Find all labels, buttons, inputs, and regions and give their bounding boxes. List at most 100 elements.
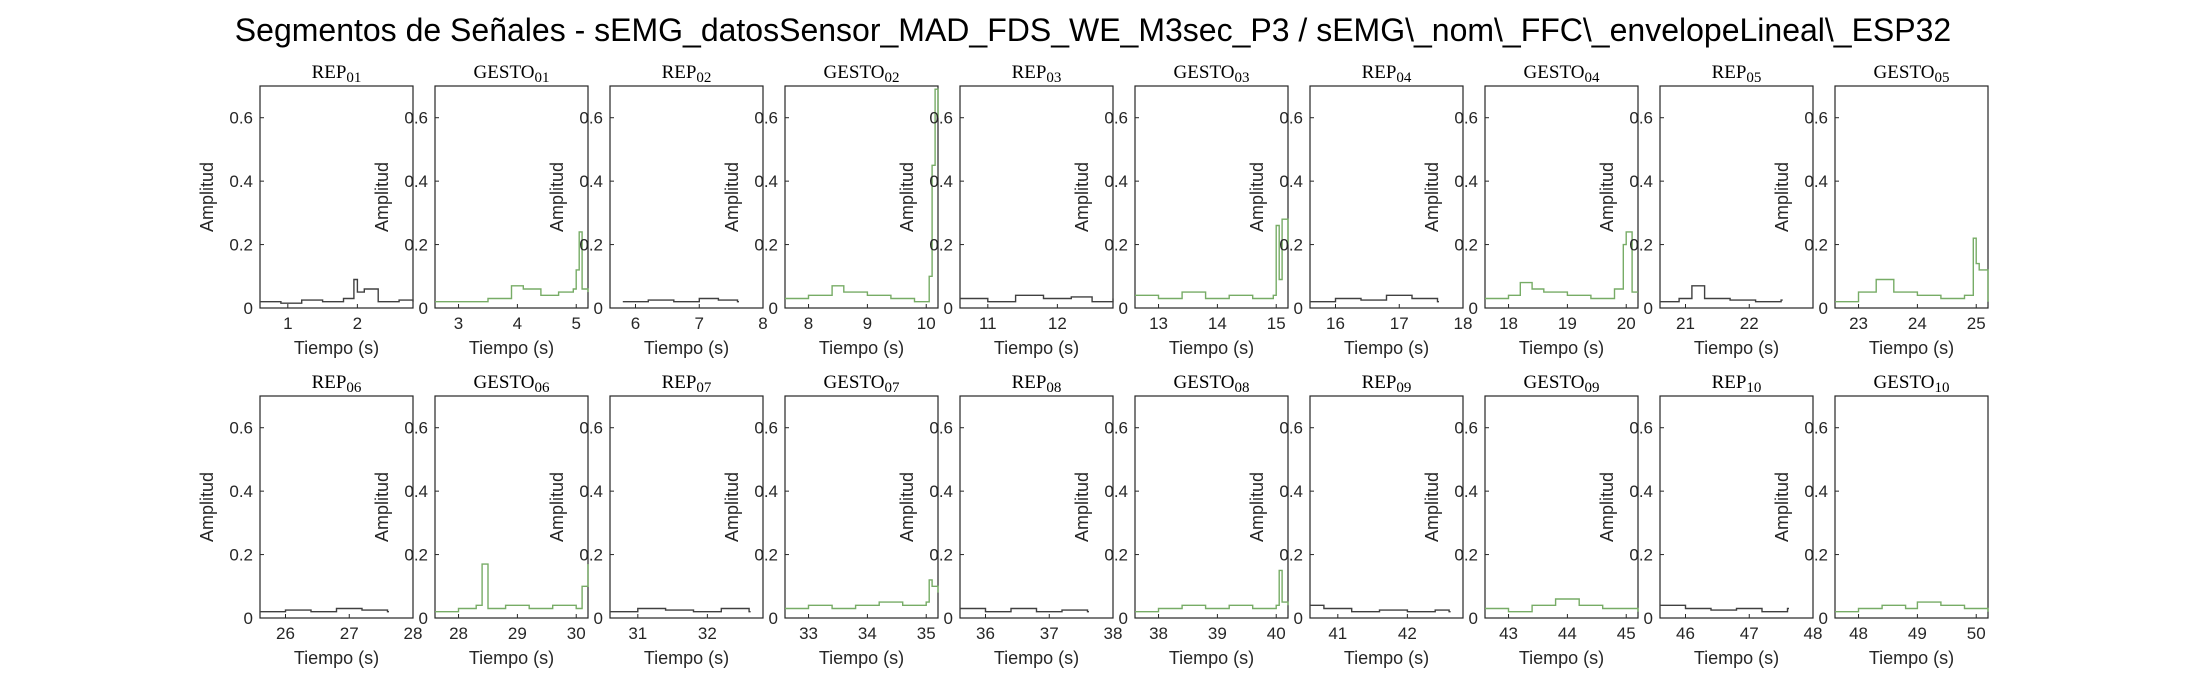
y-axis-label: Amplitud (1072, 162, 1092, 232)
x-axis-label: Tiempo (s) (1694, 648, 1779, 668)
x-tick-label: 42 (1398, 624, 1417, 643)
y-tick-label: 0.4 (1629, 172, 1653, 191)
y-tick-label: 0.6 (1279, 419, 1303, 438)
subplot-rep-01: 0 0.2 0.4 0.6 1 2 REP01 Tiempo (s) Amplitud (197, 62, 414, 358)
x-tick-label: 34 (858, 624, 877, 643)
subplot-title: GESTO01 (474, 62, 550, 86)
y-tick-label: 0.6 (229, 419, 253, 438)
y-axis-label: Amplitud (547, 162, 567, 232)
y-axis-label: Amplitud (1247, 162, 1267, 232)
x-tick-label: 10 (917, 314, 936, 333)
y-axis-label: Amplitud (897, 472, 917, 542)
subplot-gesto-08: 0 0.2 0.4 0.6 38 39 40 GESTO08 Tiempo (s) Amplitu… (1072, 372, 1289, 668)
x-axis-label: Tiempo (s) (994, 338, 1079, 358)
x-axis-label: Tiempo (s) (644, 648, 729, 668)
x-tick-label: 8 (758, 314, 767, 333)
x-tick-label: 28 (449, 624, 468, 643)
x-tick-label: 6 (631, 314, 640, 333)
gesto-signal-line (785, 579, 939, 610)
rep-signal-line (622, 297, 739, 303)
x-tick-label: 44 (1558, 624, 1577, 643)
y-axis-label: Amplitud (1072, 472, 1092, 542)
axes-box (1309, 395, 1464, 619)
y-axis-label: Amplitud (1597, 162, 1617, 232)
x-tick-label: 31 (628, 624, 647, 643)
x-tick-label: 39 (1208, 624, 1227, 643)
x-axis-label: Tiempo (s) (294, 338, 379, 358)
gesto-signal-line (1135, 218, 1289, 300)
x-tick-label: 18 (1454, 314, 1473, 333)
y-tick-label: 0.4 (1279, 482, 1303, 501)
subplot-title: GESTO08 (1174, 372, 1250, 396)
y-tick-label: 0 (1294, 609, 1303, 628)
y-axis-label: Amplitud (197, 162, 217, 232)
subplot-title: GESTO10 (1874, 372, 1950, 396)
x-tick-label: 30 (567, 624, 586, 643)
y-tick-label: 0 (1644, 299, 1653, 318)
y-tick-label: 0.4 (1279, 172, 1303, 191)
y-tick-label: 0.6 (1279, 109, 1303, 128)
y-tick-label: 0 (769, 609, 778, 628)
y-tick-label: 0.2 (579, 236, 603, 255)
y-tick-label: 0 (1469, 299, 1478, 318)
x-tick-label: 1 (283, 314, 292, 333)
axes-box (434, 85, 589, 309)
rep-signal-line (260, 607, 389, 613)
y-tick-label: 0.2 (404, 546, 428, 565)
gesto-signal-line (1135, 569, 1289, 613)
x-tick-label: 13 (1149, 314, 1168, 333)
x-tick-label: 12 (1048, 314, 1067, 333)
gesto-signal-line (1835, 237, 1989, 303)
subplot-title: GESTO06 (474, 372, 550, 396)
x-tick-label: 45 (1617, 624, 1636, 643)
y-tick-label: 0 (769, 299, 778, 318)
x-tick-label: 15 (1267, 314, 1286, 333)
y-tick-label: 0.6 (1104, 419, 1128, 438)
subplot-rep-09: 0 0.2 0.4 0.6 41 42 REP09 Tiempo (s) Amplitud (1247, 372, 1464, 668)
x-tick-label: 3 (454, 314, 463, 333)
y-tick-label: 0.4 (229, 172, 253, 191)
y-tick-label: 0.6 (754, 109, 778, 128)
y-tick-label: 0.4 (1804, 482, 1828, 501)
y-tick-label: 0.6 (754, 419, 778, 438)
x-axis-label: Tiempo (s) (994, 648, 1079, 668)
x-tick-label: 35 (917, 624, 936, 643)
subplot-title: GESTO07 (824, 372, 900, 396)
y-tick-label: 0.4 (929, 482, 953, 501)
y-tick-label: 0 (244, 299, 253, 318)
y-tick-label: 0 (1819, 299, 1828, 318)
x-axis-label: Tiempo (s) (1869, 338, 1954, 358)
y-tick-label: 0.4 (754, 172, 778, 191)
axes-box (959, 395, 1114, 619)
x-axis-label: Tiempo (s) (1169, 338, 1254, 358)
y-tick-label: 0.4 (1104, 172, 1128, 191)
axes-box (1659, 85, 1814, 309)
subplot-title: REP03 (1012, 62, 1062, 86)
x-tick-label: 4 (513, 314, 522, 333)
subplot-rep-04: 0 0.2 0.4 0.6 16 17 18 REP04 Tiempo (s) Amplitud (1247, 62, 1472, 358)
y-tick-label: 0.2 (1279, 236, 1303, 255)
subplot-title: REP05 (1712, 62, 1762, 86)
y-axis-label: Amplitud (372, 162, 392, 232)
y-tick-label: 0.2 (929, 236, 953, 255)
axes-box (1484, 85, 1639, 309)
subplot-title: GESTO09 (1524, 372, 1600, 396)
y-tick-label: 0.6 (1804, 419, 1828, 438)
subplot-title: GESTO02 (824, 62, 900, 86)
axes-box (784, 395, 939, 619)
gesto-signal-line (435, 563, 589, 613)
x-tick-label: 14 (1208, 314, 1227, 333)
y-tick-label: 0.2 (404, 236, 428, 255)
x-tick-label: 32 (698, 624, 717, 643)
rep-signal-line (1310, 294, 1439, 303)
y-axis-label: Amplitud (722, 162, 742, 232)
y-tick-label: 0.2 (1454, 546, 1478, 565)
gesto-signal-line (1485, 598, 1639, 613)
y-tick-label: 0 (1644, 609, 1653, 628)
x-tick-label: 48 (1849, 624, 1868, 643)
axes-box (1134, 395, 1289, 619)
y-axis-label: Amplitud (197, 472, 217, 542)
y-axis-label: Amplitud (1247, 472, 1267, 542)
y-tick-label: 0.2 (929, 546, 953, 565)
y-tick-label: 0 (944, 609, 953, 628)
